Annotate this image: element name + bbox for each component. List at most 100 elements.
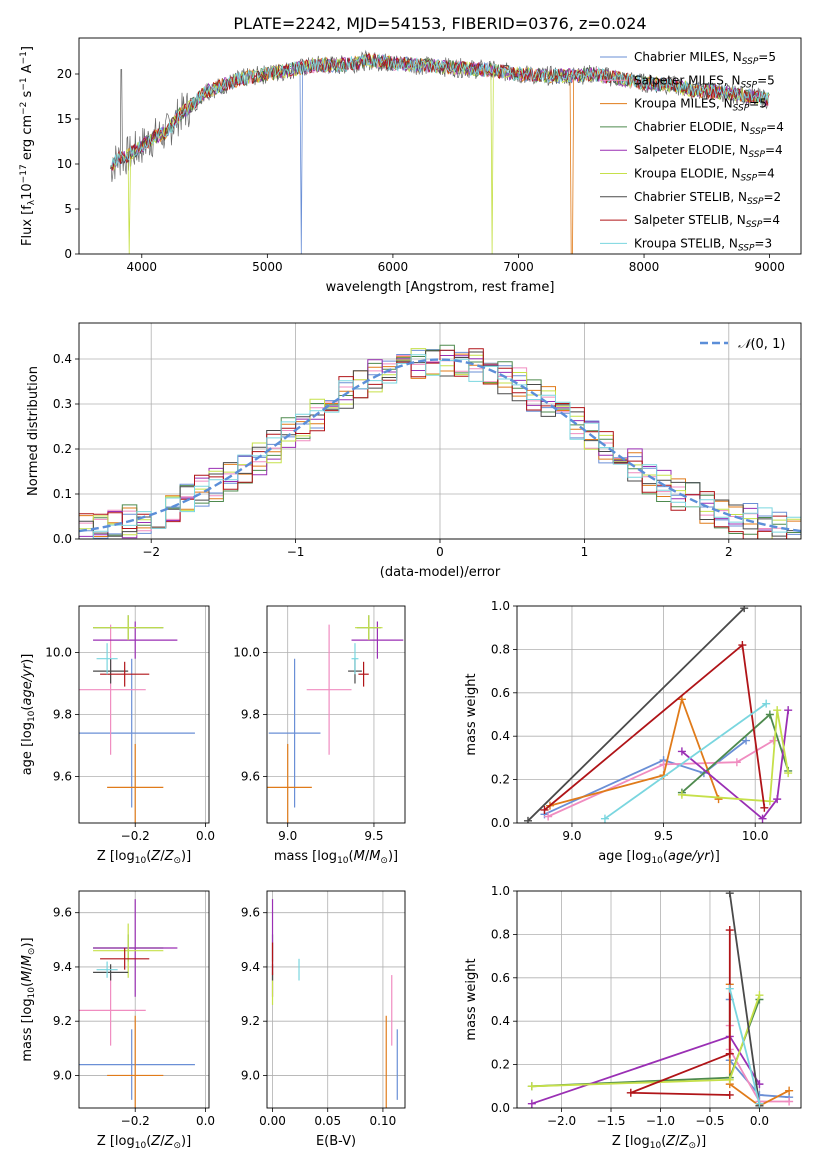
- x-tick-label: −0.2: [121, 829, 150, 843]
- y-tick-label: 0.2: [491, 1058, 510, 1072]
- legend-label: Kroupa MILES, NSSP=5: [634, 97, 767, 114]
- x-tick-label: 10.0: [742, 829, 769, 843]
- legend-label: Chabrier MILES, NSSP=5: [634, 50, 776, 67]
- y-axis-label: mass weight: [464, 958, 479, 1040]
- weight-marker: [773, 706, 782, 715]
- legend-label: Salpeter MILES, NSSP=5: [634, 73, 775, 90]
- x-tick-label: 8000: [629, 260, 660, 274]
- axes-frame: [78, 890, 210, 1109]
- normal-curve: [79, 358, 801, 533]
- y-tick-label: 9.2: [53, 1014, 72, 1028]
- x-tick-label: 0.0: [196, 1114, 215, 1128]
- weight-marker: [765, 797, 774, 806]
- y-tick-label: 0.4: [491, 1014, 510, 1028]
- y-tick-label: 9.2: [241, 1014, 260, 1028]
- x-tick-label: −2: [142, 545, 160, 559]
- y-tick-label: 9.4: [53, 960, 72, 974]
- weight-line-kroupa-elodie: [531, 994, 761, 1088]
- y-tick-label: 1.0: [491, 599, 510, 613]
- weight-line-kroupa-stelib: [728, 988, 761, 1104]
- weight-marker: [523, 816, 532, 823]
- plot-area: [79, 615, 195, 823]
- x-tick-label: 0: [436, 545, 444, 559]
- x-tick-label: 9.5: [654, 829, 673, 843]
- x-tick-label: −0.5: [695, 1114, 724, 1128]
- weight-marker: [725, 1075, 734, 1084]
- weight-marker: [544, 812, 553, 821]
- weight-marker: [740, 606, 749, 613]
- axes-frame: [266, 605, 406, 824]
- weight-line-kroupa-elodie: [681, 710, 790, 803]
- weight-marker: [725, 1049, 734, 1058]
- weight-marker: [725, 891, 734, 898]
- weight-line-kroupa-stelib: [604, 702, 767, 820]
- x-tick-label: 9.0: [562, 829, 581, 843]
- x-tick-label: 9.5: [364, 829, 383, 843]
- weight-marker: [725, 926, 734, 935]
- model-spectrum-kroupa-stelib: [111, 53, 769, 167]
- y-axis-label: Flux [fλ10−17 erg cm−2 s−1 A−1]: [19, 46, 37, 246]
- panel-spectrum: 4000 5000 6000 7000 8000 9000 0 5 10 15 20 Chabrier…: [19, 37, 802, 295]
- y-tick-label: 9.0: [53, 1068, 72, 1082]
- legend-label: 𝒩(0, 1): [738, 337, 785, 352]
- panel-weight-vs-age: 9.0 9.5 10.0 0.0 0.2 0.4 0.6 0.8 1.0 age [log10(a…: [464, 599, 802, 866]
- y-tick-label: 9.6: [241, 906, 260, 920]
- figure-title: PLATE=2242, MJD=54153, FIBERID=0376, z=0…: [233, 14, 646, 33]
- weight-marker: [677, 747, 686, 756]
- x-tick-label: 9.0: [278, 829, 297, 843]
- axes-frame: [78, 605, 210, 824]
- x-axis-label: Z [log10(Z/Z⊙)]: [612, 1134, 706, 1151]
- weight-marker: [626, 1088, 635, 1097]
- x-axis-label: Z [log10(Z/Z⊙)]: [97, 1134, 191, 1151]
- y-tick-label: 10: [57, 157, 72, 171]
- plot-layer: 4000 5000 6000 7000 8000 900005101520Chabrier…: [19, 37, 802, 1151]
- axes-frame: [516, 605, 802, 824]
- y-tick-label: 0.8: [491, 927, 510, 941]
- weight-marker: [600, 814, 609, 823]
- y-tick-label: 0.2: [491, 773, 510, 787]
- weight-line-salpeter-elodie: [681, 710, 790, 820]
- y-tick-label: 5: [64, 202, 72, 216]
- plot-area: [79, 344, 801, 539]
- y-tick-label: 0.6: [491, 971, 510, 985]
- weight-marker: [773, 795, 782, 804]
- y-tick-label: 0.4: [53, 352, 72, 366]
- plot-area: [271, 899, 398, 1108]
- legend-label: Chabrier ELODIE, NSSP=4: [634, 120, 784, 137]
- x-tick-label: −1.0: [646, 1114, 675, 1128]
- y-tick-label: 0.8: [491, 642, 510, 656]
- weight-marker: [738, 641, 747, 650]
- x-tick-label: 0.0: [750, 1114, 769, 1128]
- weight-marker: [785, 1097, 794, 1106]
- y-tick-label: 1.0: [491, 884, 510, 898]
- legend-label: Kroupa STELIB, NSSP=3: [634, 236, 772, 253]
- x-axis-label: Z [log10(Z/Z⊙)]: [97, 849, 191, 866]
- x-tick-label: −1.5: [596, 1114, 625, 1128]
- weight-line-chabrier-stelib: [728, 893, 761, 1106]
- x-tick-label: 2: [725, 545, 733, 559]
- legend-label: Chabrier STELIB, NSSP=2: [634, 190, 781, 207]
- x-tick-label: 0.05: [314, 1114, 341, 1128]
- x-axis-label: age [log10(age/yr)]: [598, 849, 720, 866]
- x-tick-label: 5000: [252, 260, 283, 274]
- weight-marker: [765, 710, 774, 719]
- y-tick-label: 15: [57, 112, 72, 126]
- plot-area: [110, 49, 770, 254]
- y-tick-label: 0.0: [491, 1101, 510, 1115]
- x-tick-label: 0.00: [259, 1114, 286, 1128]
- weight-line-salpeter-stelib: [630, 930, 731, 1096]
- x-tick-label: 6000: [378, 260, 409, 274]
- panel-weight-vs-Z: −2.0 −1.5 −1.0 −0.5 0.0 0.0 0.2 0.4 0.6 0.8 1.0 Z […: [464, 884, 802, 1151]
- y-tick-label: 9.4: [241, 960, 260, 974]
- axes-frame: [266, 890, 406, 1109]
- y-axis-label: mass [log10(M/M⊙)]: [20, 937, 37, 1061]
- plot-area: [523, 606, 793, 823]
- x-tick-label: 4000: [127, 260, 158, 274]
- weight-line-chabrier-stelib: [527, 607, 745, 822]
- weight-marker: [714, 795, 723, 804]
- y-tick-label: 0.1: [53, 487, 72, 501]
- y-tick-label: 9.6: [53, 770, 72, 784]
- x-tick-label: −2.0: [547, 1114, 576, 1128]
- y-tick-label: 10.0: [45, 646, 72, 660]
- weight-marker: [725, 1090, 734, 1099]
